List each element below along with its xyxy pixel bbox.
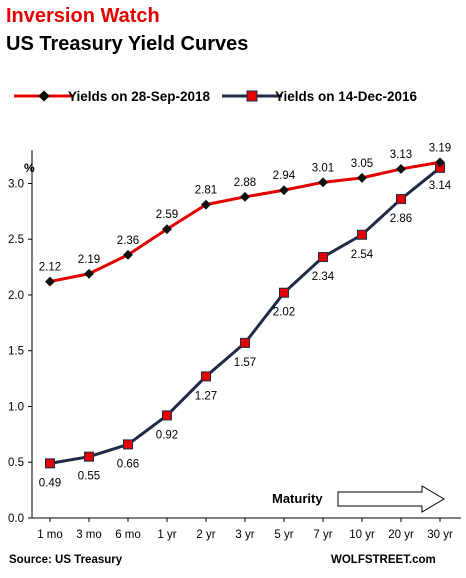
data-label-2016: 2.54: [351, 249, 374, 261]
y-tick-label: 2.0: [8, 290, 24, 302]
x-tick-label: 10 yr: [349, 529, 375, 541]
series-2016: [45, 162, 445, 469]
marker-2018: [201, 199, 211, 210]
marker-2016: [45, 458, 55, 469]
marker-2018: [123, 249, 133, 260]
legend: Yields on 28-Sep-2018 Yields on 14-Dec-2…: [14, 89, 418, 104]
data-label-2016: 3.14: [429, 180, 452, 192]
marker-2016: [318, 252, 328, 263]
brand-logo: WOLFSTREET.com: [331, 554, 436, 566]
marker-2018: [435, 157, 445, 168]
marker-2018: [240, 191, 250, 202]
maturity-annotation: Maturity: [272, 485, 445, 513]
data-label-2016: 2.34: [312, 271, 335, 283]
y-tick-label: 0.5: [8, 457, 24, 469]
data-label-2018: 3.13: [390, 149, 412, 161]
data-label-2018: 3.19: [429, 142, 451, 154]
legend-label-2016: Yields on 14-Dec-2016: [275, 89, 418, 104]
y-tick-label: 0.0: [8, 513, 24, 525]
data-labels-2018: 2.12 2.19 2.36 2.59 2.81 2.88 2.94 3.01 3.05 3.13…: [39, 142, 451, 273]
data-label-2016: 2.86: [390, 213, 412, 225]
marker-2018: [162, 224, 172, 235]
legend-marker-2016: [246, 90, 258, 102]
data-label-2018: 2.81: [195, 185, 217, 197]
marker-2016: [123, 439, 133, 450]
marker-2016: [201, 371, 211, 382]
data-label-2016: 0.92: [156, 429, 178, 441]
data-label-2018: 2.59: [156, 209, 178, 221]
y-tick-label: 1.5: [8, 346, 24, 358]
x-tick-label: 30 yr: [427, 529, 453, 541]
y-axis-label: %: [24, 161, 35, 175]
data-label-2018: 2.94: [273, 170, 296, 182]
marker-2018: [318, 177, 328, 188]
source-note: Source: US Treasury: [9, 554, 123, 566]
marker-2018: [396, 164, 406, 174]
data-label-2016: 0.49: [39, 477, 61, 489]
series-2018: [45, 157, 445, 287]
marker-2018: [84, 268, 94, 279]
data-label-2016: 2.02: [273, 307, 295, 319]
marker-2018: [45, 276, 55, 287]
data-label-2018: 2.12: [39, 262, 61, 274]
legend-marker-2018: [38, 90, 50, 102]
y-tick-label: 3.0: [8, 178, 24, 190]
marker-2016: [240, 337, 250, 348]
chart-subtitle: US Treasury Yield Curves: [6, 33, 248, 55]
x-tick-label: 7 yr: [313, 529, 332, 541]
y-ticks: 0.0 0.5 1.0 1.5 2.0 2.5 3.0: [8, 178, 32, 525]
data-label-2016: 1.57: [234, 357, 256, 369]
x-tick-label: 1 mo: [37, 529, 63, 541]
marker-2018: [357, 172, 367, 183]
data-label-2018: 3.05: [351, 158, 373, 170]
y-tick-label: 1.0: [8, 401, 24, 413]
x-tick-label: 1 yr: [157, 529, 176, 541]
marker-2016: [279, 287, 289, 298]
data-label-2018: 2.19: [78, 254, 100, 266]
marker-2016: [162, 410, 172, 421]
y-tick-label: 2.5: [8, 234, 24, 246]
marker-2018: [279, 185, 289, 196]
data-label-2018: 2.36: [117, 235, 139, 247]
x-ticks: 1 mo 3 mo 6 mo 1 yr 2 yr 3 yr 5 yr 7 yr 10 yr 20 …: [37, 518, 453, 541]
chart-title: Inversion Watch: [6, 5, 160, 27]
data-label-2016: 1.27: [195, 390, 217, 402]
maturity-arrow-icon: [337, 485, 445, 513]
data-label-2018: 3.01: [312, 162, 334, 174]
data-labels-2016: 0.49 0.55 0.66 0.92 1.27 1.57 2.02 2.34 2.54 2.86…: [39, 180, 452, 490]
marker-2016: [84, 451, 94, 462]
series-line-2016: [49, 166, 441, 465]
x-tick-label: 2 yr: [196, 529, 215, 541]
data-label-2016: 0.55: [78, 471, 100, 483]
data-label-2016: 0.66: [117, 458, 139, 470]
legend-label-2018: Yields on 28-Sep-2018: [68, 89, 211, 104]
data-label-2018: 2.88: [234, 177, 256, 189]
x-tick-label: 6 mo: [115, 529, 141, 541]
x-tick-label: 5 yr: [274, 529, 293, 541]
marker-2016: [357, 229, 367, 240]
x-tick-label: 20 yr: [388, 529, 414, 541]
marker-2016: [396, 194, 406, 205]
maturity-label: Maturity: [272, 491, 323, 506]
x-tick-label: 3 yr: [235, 529, 254, 541]
x-tick-label: 3 mo: [76, 529, 102, 541]
